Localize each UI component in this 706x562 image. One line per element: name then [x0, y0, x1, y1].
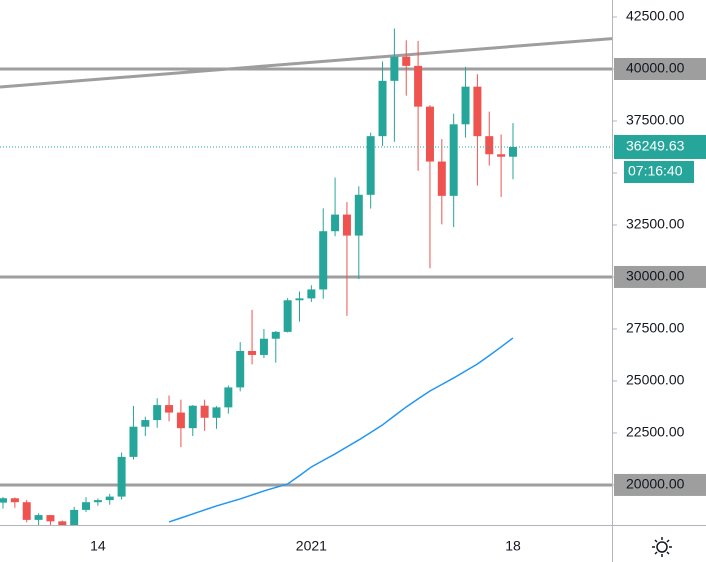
candle-body	[295, 298, 304, 301]
candle-body	[70, 509, 79, 525]
candle-body	[402, 56, 411, 66]
candle-body	[200, 405, 209, 418]
candle-body	[82, 502, 91, 510]
candle-body	[449, 124, 458, 196]
candle-body	[485, 136, 494, 155]
candle-body	[271, 331, 280, 339]
candle-body	[153, 405, 162, 421]
candle-body	[342, 214, 351, 236]
candle-body	[425, 106, 434, 162]
candle-body	[212, 407, 221, 418]
candle-body	[129, 426, 138, 457]
candle-body	[378, 80, 387, 137]
y-tick-label: 25000.00	[626, 372, 685, 388]
candle-body	[259, 338, 268, 355]
candle-body	[46, 515, 55, 522]
candle-body	[165, 405, 174, 413]
candle-body	[117, 456, 126, 497]
candle-body	[93, 500, 102, 503]
candle-body	[366, 136, 375, 195]
moving-average-line	[168, 337, 514, 523]
candle-body	[508, 146, 517, 157]
trendline	[0, 37, 612, 89]
candle-body	[248, 351, 257, 355]
candle-body	[497, 154, 506, 157]
x-tick-label: 14	[90, 538, 106, 554]
level-label: 40000.00	[626, 60, 685, 76]
candle-body	[105, 496, 114, 501]
candle-body	[34, 515, 43, 520]
level-label-bg	[614, 57, 706, 80]
y-tick-label: 37500.00	[626, 112, 685, 128]
level-label-bg	[614, 473, 706, 496]
countdown-label: 07:16:40	[628, 163, 683, 179]
candle-body	[22, 502, 31, 520]
settings-icon[interactable]	[652, 537, 672, 557]
candle-body	[0, 498, 7, 503]
last-price-bg	[614, 134, 706, 159]
candle-body	[354, 194, 363, 236]
candle-body	[188, 405, 197, 429]
candle-body	[176, 412, 185, 429]
candle-body	[319, 231, 328, 290]
candle-body	[141, 420, 150, 427]
candle-body	[58, 521, 67, 525]
candle-body	[283, 300, 292, 332]
candle-body	[414, 65, 423, 107]
candle-body	[331, 214, 340, 232]
y-tick-label: 42500.00	[626, 8, 685, 24]
level-label: 20000.00	[626, 476, 685, 492]
x-tick-label: 2021	[296, 538, 327, 554]
y-tick-label: 27500.00	[626, 320, 685, 336]
candle-body	[307, 289, 316, 299]
candle-body	[224, 387, 233, 408]
candle-body	[10, 498, 19, 503]
last-price-label: 36249.63	[626, 138, 685, 154]
candle-body	[390, 56, 399, 81]
x-tick-label: 18	[505, 538, 521, 554]
countdown-bg	[624, 160, 694, 183]
candle-body	[236, 351, 245, 388]
candle-body	[437, 161, 446, 196]
level-label-bg	[614, 265, 706, 288]
level-label: 30000.00	[626, 268, 685, 284]
y-tick-label: 22500.00	[626, 424, 685, 440]
candle-body	[461, 86, 470, 125]
plot-area	[0, 28, 612, 525]
y-tick-label: 32500.00	[626, 216, 685, 232]
candle-body	[473, 86, 482, 137]
